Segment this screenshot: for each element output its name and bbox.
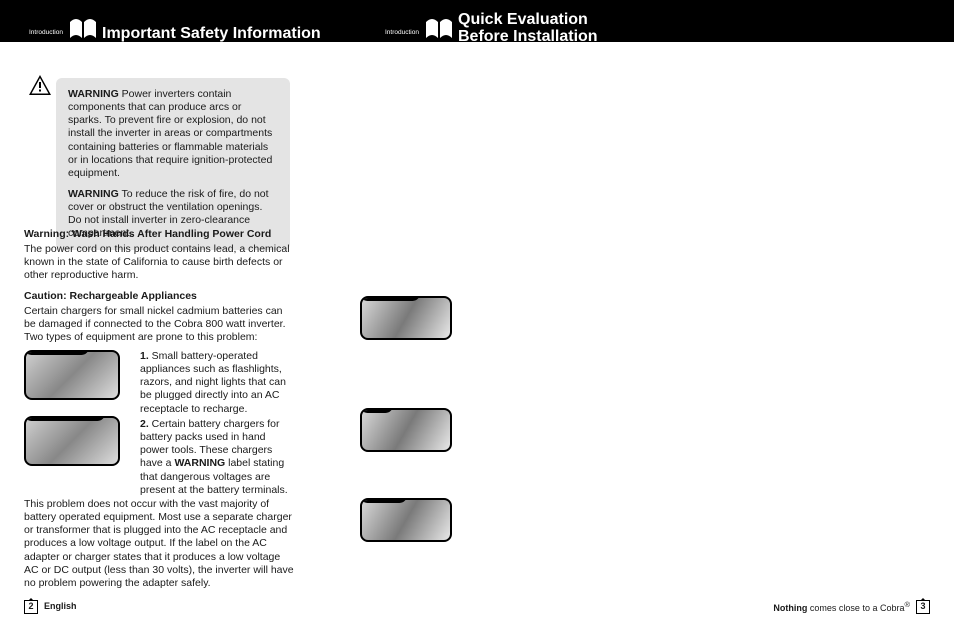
test-load-label: Test Load xyxy=(360,498,407,503)
list-num-1: 1. xyxy=(140,350,149,362)
list-item-1: Small battery-operated appliances such a… xyxy=(140,350,286,415)
dangerous-voltage-label: Dangerous Voltages xyxy=(24,416,105,421)
test-load-image: Test Load xyxy=(360,498,452,542)
warning-label: WARNING xyxy=(68,188,119,200)
cable-image: Cable xyxy=(360,408,452,452)
intro-tag-left: Introduction xyxy=(24,26,68,40)
warning-callout: WARNING Power inverters contain componen… xyxy=(56,78,290,250)
registered-icon: ® xyxy=(904,600,910,609)
list-item-2-bold: WARNING xyxy=(174,457,225,469)
book-icon xyxy=(424,18,454,42)
right-footer: Nothing comes close to a Cobra® 3 xyxy=(773,600,930,614)
warning-label: WARNING xyxy=(68,88,119,100)
footer-language: English xyxy=(44,601,77,612)
list-num-2: 2. xyxy=(140,418,149,430)
right-page: Introduction Quick Evaluation Before Ins… xyxy=(332,0,954,636)
right-title-line2: Before Installation xyxy=(458,29,598,46)
left-page: Introduction Important Safety Informatio… xyxy=(0,0,332,636)
caution-body: Certain chargers for small nickel cadmiu… xyxy=(24,305,294,344)
hands-body: The power cord on this product contains … xyxy=(24,243,294,282)
caution-heading: Caution: Rechargeable Appliances xyxy=(24,290,294,303)
left-page-title: Important Safety Information xyxy=(102,24,321,44)
plug-directly-label: Plug In Directly xyxy=(24,350,89,355)
footer-slogan-bold: Nothing xyxy=(773,603,807,613)
right-title-line1: Quick Evaluation xyxy=(458,12,598,29)
footer-slogan-tail: comes close to a Cobra xyxy=(807,603,904,613)
intro-tag-right: Introduction xyxy=(380,26,424,40)
tail-paragraph: This problem does not occur with the vas… xyxy=(24,498,294,590)
left-page-number: 2 xyxy=(24,600,38,614)
book-icon xyxy=(68,18,98,42)
right-page-title: Quick Evaluation Before Installation xyxy=(458,12,598,46)
left-footer: 2 English xyxy=(24,600,77,614)
plug-directly-image: Plug In Directly xyxy=(24,350,120,400)
right-page-number: 3 xyxy=(916,600,930,614)
warning-triangle-icon xyxy=(28,74,52,96)
hands-heading: Warning: Wash Hands After Handling Power… xyxy=(24,228,294,241)
power-supply-image: Power Supply xyxy=(360,296,452,340)
cable-label: Cable xyxy=(360,408,393,413)
dangerous-voltage-image: Dangerous Voltages xyxy=(24,416,120,466)
warning-text-1: Power inverters contain components that … xyxy=(68,88,272,179)
power-supply-label: Power Supply xyxy=(360,296,420,301)
